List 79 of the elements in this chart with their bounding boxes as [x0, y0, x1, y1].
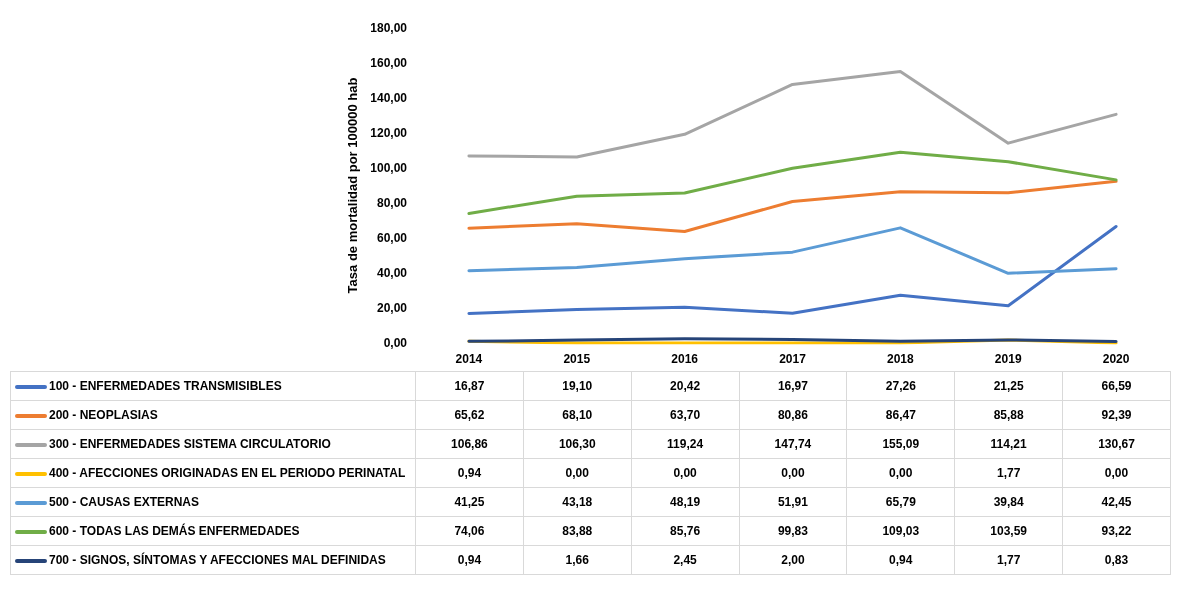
x-tick-label: 2018 — [887, 352, 915, 366]
legend-label: 100 - ENFERMEDADES TRANSMISIBLES — [10, 371, 416, 401]
line-series — [467, 224, 1118, 315]
line-series — [467, 179, 1118, 234]
x-tick-label: 2015 — [563, 352, 591, 366]
data-label: 1,66 — [523, 545, 632, 575]
data-label: 85,88 — [954, 400, 1063, 430]
data-label: 63,70 — [631, 400, 740, 430]
data-label: 103,59 — [954, 516, 1063, 546]
y-tick-label: 80,00 — [376, 196, 408, 210]
legend-label: 300 - ENFERMEDADES SISTEMA CIRCULATORIO — [10, 429, 416, 459]
data-label: 109,03 — [846, 516, 955, 546]
x-tick-label: 2019 — [994, 352, 1022, 366]
line-series — [467, 226, 1118, 275]
data-label: 0,00 — [523, 458, 632, 488]
y-tick-label: 180,00 — [370, 21, 408, 35]
data-label: 0,94 — [415, 545, 524, 575]
line-series — [467, 150, 1118, 215]
data-label: 130,67 — [1062, 429, 1171, 459]
y-tick-label: 100,00 — [370, 161, 408, 175]
x-tick-label: 2020 — [1102, 352, 1130, 366]
data-label: 48,19 — [631, 487, 740, 517]
x-tick-label: 2017 — [779, 352, 807, 366]
y-tick-label: 160,00 — [370, 56, 408, 70]
data-label: 0,00 — [631, 458, 740, 488]
data-label: 0,00 — [1062, 458, 1171, 488]
data-label: 74,06 — [415, 516, 524, 546]
data-label: 65,79 — [846, 487, 955, 517]
x-tick-label: 2016 — [671, 352, 699, 366]
data-label: 21,25 — [954, 371, 1063, 401]
line-series — [467, 70, 1118, 159]
data-label: 27,26 — [846, 371, 955, 401]
data-label: 1,77 — [954, 545, 1063, 575]
data-label: 114,21 — [954, 429, 1063, 459]
data-label: 39,84 — [954, 487, 1063, 517]
data-label: 2,00 — [739, 545, 847, 575]
y-tick-label: 0,00 — [383, 336, 408, 350]
y-tick-label: 60,00 — [376, 231, 408, 245]
data-label: 93,22 — [1062, 516, 1171, 546]
data-label: 65,62 — [415, 400, 524, 430]
legend-label: 500 - CAUSAS EXTERNAS — [10, 487, 416, 517]
data-label: 20,42 — [631, 371, 740, 401]
data-label: 0,94 — [415, 458, 524, 488]
data-label: 92,39 — [1062, 400, 1171, 430]
data-label: 0,00 — [739, 458, 847, 488]
data-label: 106,86 — [415, 429, 524, 459]
data-label: 0,83 — [1062, 545, 1171, 575]
legend-label: 600 - TODAS LAS DEMÁS ENFERMEDADES — [10, 516, 416, 546]
data-label: 83,88 — [523, 516, 632, 546]
data-label: 0,00 — [846, 458, 955, 488]
data-label: 86,47 — [846, 400, 955, 430]
data-label: 147,74 — [739, 429, 847, 459]
legend-label: 200 - NEOPLASIAS — [10, 400, 416, 430]
data-label: 106,30 — [523, 429, 632, 459]
data-label: 85,76 — [631, 516, 740, 546]
data-label: 19,10 — [523, 371, 632, 401]
x-tick-label: 2014 — [455, 352, 483, 366]
data-label: 41,25 — [415, 487, 524, 517]
data-label: 1,77 — [954, 458, 1063, 488]
data-label: 43,18 — [523, 487, 632, 517]
y-tick-label: 40,00 — [376, 266, 408, 280]
data-label: 119,24 — [631, 429, 740, 459]
legend-label: 700 - SIGNOS, SÍNTOMAS Y AFECCIONES MAL DEFINIDAS — [10, 545, 416, 575]
data-label: 80,86 — [739, 400, 847, 430]
data-label: 68,10 — [523, 400, 632, 430]
data-label: 99,83 — [739, 516, 847, 546]
legend-label: 400 - AFECCIONES ORIGINADAS EN EL PERIODO PERINATAL — [10, 458, 416, 488]
data-label: 155,09 — [846, 429, 955, 459]
data-label: 51,91 — [739, 487, 847, 517]
data-label: 16,87 — [415, 371, 524, 401]
data-label: 0,94 — [846, 545, 955, 575]
y-axis-title: Tasa de mortalidad por 100000 hab — [345, 77, 361, 294]
data-label: 66,59 — [1062, 371, 1171, 401]
y-tick-label: 120,00 — [370, 126, 408, 140]
data-label: 2,45 — [631, 545, 740, 575]
data-label: 16,97 — [739, 371, 847, 401]
y-tick-label: 20,00 — [376, 301, 408, 315]
data-label: 42,45 — [1062, 487, 1171, 517]
y-tick-label: 140,00 — [370, 91, 408, 105]
